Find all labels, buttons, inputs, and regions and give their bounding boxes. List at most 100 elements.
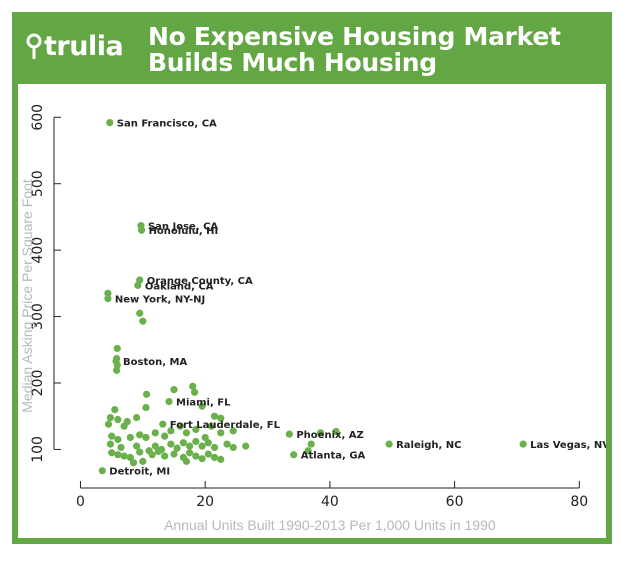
point-label: Orange County, CA [147, 276, 253, 287]
data-point [173, 444, 181, 452]
data-point [126, 433, 134, 442]
data-point [204, 450, 212, 458]
data-point [167, 440, 175, 448]
data-point [307, 440, 315, 448]
x-tick-label: 60 [446, 494, 464, 510]
labeled-data-point [98, 467, 106, 475]
data-point [113, 344, 121, 353]
data-point [114, 451, 122, 459]
data-point [229, 443, 237, 452]
data-points [98, 119, 527, 475]
data-point [104, 289, 112, 297]
data-point [148, 451, 156, 459]
data-point [182, 457, 191, 465]
data-point [198, 442, 206, 450]
y-tick-label: 500 [30, 170, 46, 197]
data-point [108, 432, 116, 440]
point-label: Fort Lauderdale, FL [170, 420, 281, 431]
data-point [132, 442, 141, 450]
data-point [167, 427, 175, 435]
data-point [111, 405, 119, 414]
data-point [154, 447, 163, 456]
point-label: Miami, FL [176, 398, 231, 409]
labeled-data-point [106, 119, 114, 127]
data-point [104, 420, 113, 428]
data-point [332, 427, 340, 436]
labeled-data-point [134, 281, 142, 289]
data-point [207, 422, 216, 430]
labeled-data-point [165, 398, 173, 406]
data-point [136, 448, 144, 456]
data-point [182, 429, 191, 437]
axes: 100 200 300 400 500 600 0 20 40 60 80 [30, 104, 588, 510]
title-line-1: No Expensive Housing Market [148, 22, 561, 51]
data-point [217, 429, 225, 437]
data-point [229, 427, 237, 435]
point-label: San Jose, CA [148, 222, 218, 233]
location-pin-icon [26, 33, 42, 59]
point-label: Honolulu, HI [149, 226, 219, 237]
data-point [185, 449, 194, 457]
data-point [198, 455, 206, 463]
data-point [129, 459, 138, 467]
data-point [189, 382, 197, 390]
data-point [210, 443, 219, 452]
y-tick-label: 400 [30, 237, 46, 264]
data-point [217, 455, 225, 463]
data-point [113, 366, 121, 374]
data-point [142, 390, 151, 398]
labeled-data-point [290, 451, 298, 459]
data-point [201, 433, 209, 442]
x-tick-label: 80 [570, 494, 588, 510]
point-label: Phoenix, AZ [296, 430, 363, 441]
data-point [126, 453, 134, 461]
point-label: Oakland, CA [145, 281, 214, 292]
data-point [120, 452, 128, 460]
y-tick-label: 300 [30, 303, 46, 330]
data-point [139, 457, 147, 465]
data-point [304, 447, 312, 455]
data-point [161, 452, 169, 460]
data-point [142, 403, 150, 412]
y-axis-label: Median Asking Price Per Square Foot [19, 179, 35, 413]
scatter-chart: 100 200 300 400 500 600 0 20 40 60 80 San Francisc… [19, 104, 606, 533]
data-point [136, 431, 144, 439]
labeled-data-point [519, 440, 527, 448]
point-label: Detroit, MI [109, 467, 170, 478]
data-point [161, 432, 169, 440]
point-label: Las Vegas, NV [530, 440, 606, 451]
infographic-frame: trulia No Expensive Housing Market Build… [12, 12, 612, 544]
chart-title: No Expensive Housing Market Builds Much … [148, 24, 561, 76]
point-label: San Francisco, CA [117, 119, 217, 130]
data-point [210, 412, 219, 420]
chart-panel: 100 200 300 400 500 600 0 20 40 60 80 San Francisc… [18, 84, 606, 538]
data-point [192, 437, 200, 446]
data-point [108, 449, 116, 457]
point-label: Raleigh, NC [396, 440, 461, 451]
data-point [198, 402, 206, 410]
data-point [114, 435, 122, 444]
y-tick-label: 200 [30, 370, 46, 397]
data-point [142, 433, 150, 442]
data-point [139, 317, 147, 325]
x-tick-label: 40 [321, 494, 339, 510]
data-point [190, 388, 199, 396]
labeled-data-point [112, 357, 120, 365]
labeled-data-point [285, 430, 293, 438]
title-line-2: Builds Much Housing [148, 48, 437, 77]
data-point [204, 439, 212, 447]
data-point [170, 386, 178, 394]
labeled-data-point [104, 295, 112, 303]
data-point [120, 422, 128, 430]
data-point [136, 309, 144, 317]
y-tick-label: 600 [30, 104, 46, 131]
labeled-data-point [385, 440, 393, 448]
x-tick-label: 0 [76, 494, 85, 510]
data-point [132, 413, 141, 422]
x-tick-label: 20 [196, 494, 214, 510]
data-point [106, 440, 114, 448]
point-label: Boston, MA [123, 357, 187, 368]
data-point [179, 439, 187, 447]
logo-text: trulia [44, 30, 124, 62]
